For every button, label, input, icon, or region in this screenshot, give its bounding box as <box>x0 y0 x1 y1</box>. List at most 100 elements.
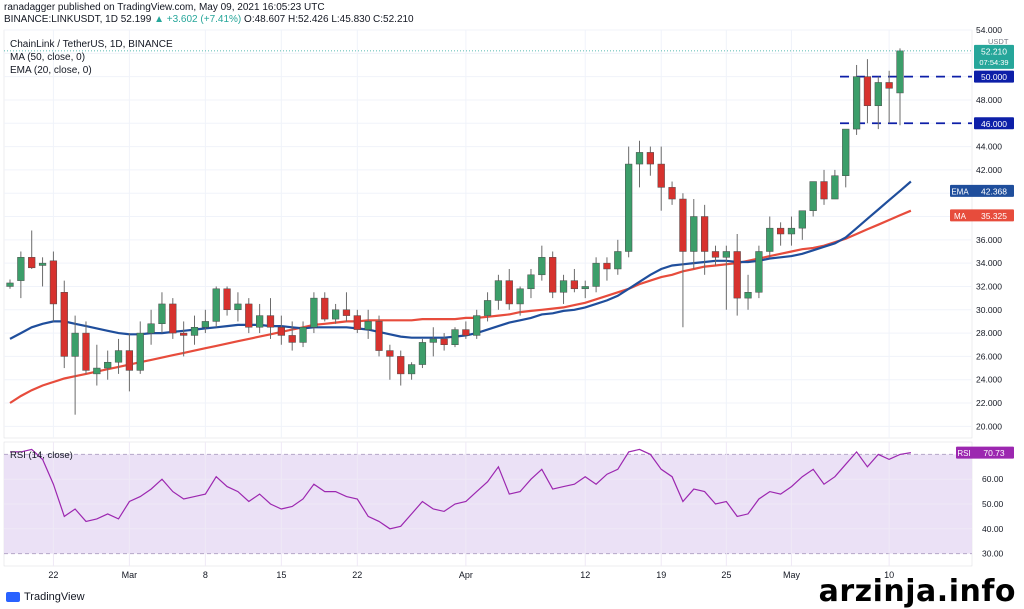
candle[interactable] <box>266 298 275 339</box>
price-tick-label: 36.000 <box>976 235 1002 245</box>
candle[interactable] <box>549 251 557 299</box>
candle[interactable] <box>451 327 459 348</box>
candle[interactable] <box>28 230 36 269</box>
candle[interactable] <box>668 181 676 205</box>
candle-body <box>690 216 698 252</box>
candle[interactable] <box>462 321 470 339</box>
candle[interactable] <box>614 239 622 275</box>
candle[interactable] <box>874 76 882 130</box>
candle-body <box>494 280 503 301</box>
tradingview-brand[interactable]: TradingView <box>6 591 85 603</box>
rsi-tick-label: 50.00 <box>982 499 1004 509</box>
candle[interactable] <box>288 321 296 351</box>
candle[interactable] <box>896 48 904 126</box>
candle[interactable] <box>722 245 730 310</box>
candle[interactable] <box>245 298 253 334</box>
candle[interactable] <box>429 327 437 357</box>
candle[interactable] <box>483 292 492 322</box>
candle[interactable] <box>690 199 698 269</box>
candle[interactable] <box>766 216 774 258</box>
candle-body <box>787 227 796 235</box>
candle[interactable] <box>310 292 318 334</box>
candle[interactable] <box>71 315 79 415</box>
candle[interactable] <box>516 286 524 316</box>
candle[interactable] <box>755 245 763 299</box>
candle[interactable] <box>701 204 709 275</box>
candle[interactable] <box>277 315 285 345</box>
tradingview-label: TradingView <box>24 591 85 603</box>
candle[interactable] <box>49 251 58 322</box>
candle[interactable] <box>201 309 209 334</box>
candle[interactable] <box>82 321 90 374</box>
candle[interactable] <box>158 292 166 334</box>
candle[interactable] <box>180 321 188 357</box>
candle[interactable] <box>440 333 448 351</box>
candle[interactable] <box>646 146 654 176</box>
candle[interactable] <box>386 344 394 380</box>
legend-ma[interactable]: MA (50, close, 0) <box>10 52 86 63</box>
x-tick-label: 22 <box>48 570 58 580</box>
candle[interactable] <box>169 298 177 339</box>
candle[interactable] <box>136 321 144 374</box>
price-tick-label: 24.000 <box>976 375 1002 385</box>
rsi-tick-label: 60.00 <box>982 474 1004 484</box>
candle[interactable] <box>353 309 361 334</box>
candle[interactable] <box>93 344 101 386</box>
candle[interactable] <box>147 309 155 345</box>
candle[interactable] <box>17 251 25 299</box>
candle[interactable] <box>418 338 427 369</box>
candle[interactable] <box>711 245 720 266</box>
candle[interactable] <box>733 234 741 316</box>
candle[interactable] <box>809 181 817 217</box>
candle-body <box>852 76 861 130</box>
candle[interactable] <box>657 146 665 211</box>
candle[interactable] <box>831 169 839 200</box>
candle[interactable] <box>852 64 861 135</box>
candle[interactable] <box>776 222 785 246</box>
candle[interactable] <box>842 128 850 188</box>
candle[interactable] <box>538 245 546 281</box>
candle[interactable] <box>397 350 405 386</box>
candle[interactable] <box>679 193 687 328</box>
rsi-tag-value: 70.73 <box>983 448 1005 458</box>
candle[interactable] <box>570 268 579 293</box>
candle[interactable] <box>38 257 47 287</box>
candle[interactable] <box>321 292 329 322</box>
candle[interactable] <box>473 309 481 339</box>
candle[interactable] <box>820 169 828 205</box>
candle[interactable] <box>527 268 535 299</box>
candle[interactable] <box>798 210 806 240</box>
candle[interactable] <box>342 292 351 322</box>
candle[interactable] <box>581 280 589 299</box>
candle[interactable] <box>364 309 372 339</box>
candle[interactable] <box>125 333 134 392</box>
candle[interactable] <box>625 146 633 258</box>
candle[interactable] <box>863 59 872 124</box>
candle[interactable] <box>256 303 264 334</box>
candle[interactable] <box>592 257 600 293</box>
candle[interactable] <box>744 274 752 310</box>
candle[interactable] <box>212 286 220 328</box>
candle[interactable] <box>505 268 513 310</box>
candle[interactable] <box>375 315 383 357</box>
candle[interactable] <box>299 321 307 348</box>
candle[interactable] <box>885 70 893 124</box>
candle[interactable] <box>559 274 568 304</box>
legend-ema[interactable]: EMA (20, close, 0) <box>10 65 92 76</box>
candle-body <box>28 257 36 269</box>
candle[interactable] <box>190 315 199 345</box>
candle[interactable] <box>114 338 123 374</box>
candle-body <box>266 315 275 328</box>
candle[interactable] <box>494 274 503 310</box>
candle[interactable] <box>60 280 68 369</box>
candle[interactable] <box>223 286 231 316</box>
candle[interactable] <box>407 362 416 380</box>
candle[interactable] <box>603 257 611 281</box>
rsi-title: RSI (14, close) <box>10 450 73 461</box>
candle[interactable] <box>331 303 340 324</box>
candle[interactable] <box>234 292 242 322</box>
candle[interactable] <box>6 279 14 289</box>
candle[interactable] <box>635 140 644 188</box>
candle[interactable] <box>787 216 796 246</box>
candle[interactable] <box>104 350 112 380</box>
